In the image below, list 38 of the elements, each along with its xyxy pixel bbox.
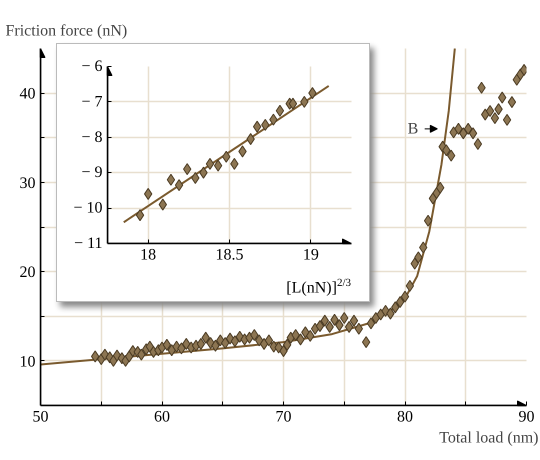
x-tick-label: 18 [140, 246, 156, 264]
point [214, 160, 222, 172]
point [288, 98, 298, 110]
y-tick-label: − 10 [73, 200, 103, 217]
x-axis-title: [L(nN)]$^{2/3}$ [286, 276, 351, 297]
annotation: B [408, 120, 418, 138]
point [308, 87, 317, 100]
point [174, 179, 184, 192]
point [136, 209, 144, 222]
point [206, 158, 214, 170]
line-series [40, 48, 456, 366]
x-tick-label: 90 [518, 408, 534, 426]
x-tick-label: 80 [397, 408, 413, 426]
y-tick-label: − 6 [81, 58, 103, 75]
x-tick-label: 18.5 [216, 246, 244, 264]
y-tick-label: 30 [20, 174, 36, 192]
point [191, 172, 200, 184]
x-tick-label: 60 [154, 408, 170, 426]
y-tick-label: − 8 [81, 128, 103, 146]
point [238, 145, 247, 158]
point [246, 133, 255, 146]
point [269, 114, 278, 126]
point [252, 120, 262, 133]
point [166, 174, 176, 186]
y-tick-label: − 11 [74, 235, 103, 252]
x-axis-title: Total load (nm) [439, 430, 538, 446]
point [276, 104, 284, 117]
y-tick-label: − 7 [81, 93, 103, 110]
x-tick-label: 70 [276, 408, 292, 426]
x-tick-label: 50 [32, 408, 48, 426]
x-tick-label: 19 [302, 246, 319, 264]
y-tick-label: − 9 [81, 164, 103, 182]
y-tick-label: 10 [20, 353, 36, 370]
y-axis-title: Friction force (nN) [6, 22, 128, 40]
y-tick-label: 40 [20, 86, 36, 103]
point [199, 166, 208, 179]
y-tick-label: 20 [20, 264, 36, 282]
point [230, 158, 239, 170]
